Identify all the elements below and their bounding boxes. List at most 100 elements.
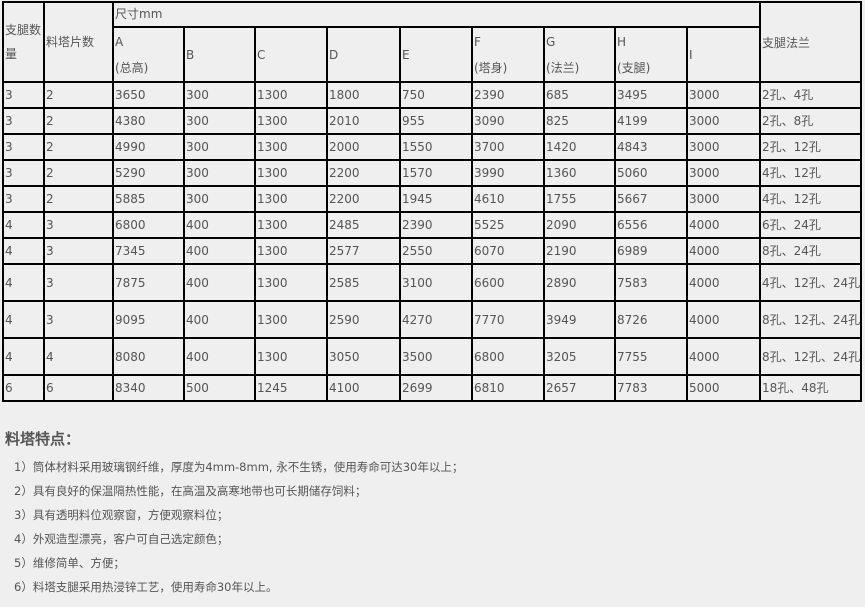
table-cell: 1360	[543, 159, 616, 187]
table-cell: 1300	[254, 237, 328, 265]
table-cell: 2550	[399, 237, 473, 265]
table-cell: 825	[543, 107, 616, 135]
table-cell: 300	[183, 159, 256, 187]
table-cell: 1570	[399, 159, 473, 187]
table-row: 4 3 9095 400 1300 2590 4270 7770 3949 8726 4000 8孔、…	[2, 300, 863, 339]
table-cell: 4孔、12孔	[758, 159, 863, 187]
table-cell: 2590	[326, 300, 401, 339]
table-cell: 3000	[686, 133, 761, 161]
table-cell: 5060	[614, 159, 688, 187]
table-cell: 2	[43, 107, 114, 135]
table-cell: 3	[2, 81, 45, 109]
table-cell: 2890	[543, 263, 616, 302]
table-cell: 4380	[112, 107, 185, 135]
col-label: F	[474, 34, 481, 49]
table-cell: 1300	[254, 107, 328, 135]
table-cell: 400	[183, 300, 256, 339]
feature-item: 3）具有透明料位观察窗，方便观察料位；	[14, 508, 229, 522]
table-cell: 6556	[614, 211, 688, 239]
header-col-i: I	[686, 26, 761, 83]
col-label: G	[546, 34, 556, 49]
table-cell: 6	[43, 374, 114, 402]
table-cell: 1550	[399, 133, 473, 161]
table-cell: 3990	[471, 159, 545, 187]
table-cell: 3205	[543, 337, 616, 376]
table-cell: 7783	[614, 374, 688, 402]
table-cell: 3000	[686, 185, 761, 213]
table-cell: 6800	[112, 211, 185, 239]
table-cell: 8340	[112, 374, 185, 402]
table-row: 6 6 8340 500 1245 4100 2699 6810 2657 7783 5000 18孔…	[2, 374, 863, 402]
table-cell: 4000	[686, 337, 761, 376]
table-cell: 1300	[254, 211, 328, 239]
header-size: 尺寸mm	[112, 1, 761, 28]
feature-item: 4）外观造型漂亮，客户可自己选定颜色；	[14, 532, 229, 546]
col-sublabel: (支腿)	[617, 60, 651, 75]
table-cell: 18孔、48孔	[758, 374, 863, 402]
header-legs: 支腿数量	[2, 1, 45, 83]
table-cell: 3	[2, 185, 45, 213]
table-cell: 2390	[399, 211, 473, 239]
table-cell: 400	[183, 211, 256, 239]
table-cell: 300	[183, 107, 256, 135]
table-cell: 2	[43, 159, 114, 187]
col-label: E	[402, 47, 410, 62]
table-cell: 6	[2, 374, 45, 402]
table-cell: 9095	[112, 300, 185, 339]
table-cell: 3	[43, 237, 114, 265]
features-title: 料塔特点：	[5, 430, 81, 448]
table-row: 3 2 5885 300 1300 2200 1945 4610 1755 5667 3000 4孔、…	[2, 185, 863, 213]
table-cell: 6600	[471, 263, 545, 302]
table-cell: 5525	[471, 211, 545, 239]
table-cell: 4孔、12孔、24孔	[758, 263, 863, 302]
table-cell: 3949	[543, 300, 616, 339]
table-cell: 2090	[543, 211, 616, 239]
table-row: 4 3 7875 400 1300 2585 3100 6600 2890 7583 4000 4孔、…	[2, 263, 863, 302]
header-col-c: C	[254, 26, 328, 83]
table-cell: 8080	[112, 337, 185, 376]
feature-item: 1）筒体材料采用玻璃钢纤维，厚度为4mm-8mm, 永不生锈，使用寿命可达30年…	[14, 460, 464, 474]
table-cell: 2孔、12孔	[758, 133, 863, 161]
table-cell: 5000	[686, 374, 761, 402]
table-cell: 500	[183, 374, 256, 402]
table-row: 4 3 6800 400 1300 2485 2390 5525 2090 6556 4000 6孔、…	[2, 211, 863, 239]
table-cell: 4610	[471, 185, 545, 213]
table-cell: 3	[43, 211, 114, 239]
feature-item: 6）料塔支腿采用热浸锌工艺，使用寿命30年以上。	[14, 580, 278, 594]
table-cell: 4	[2, 337, 45, 376]
table-cell: 5885	[112, 185, 185, 213]
table-cell: 1420	[543, 133, 616, 161]
header-col-d: D	[326, 26, 401, 83]
col-label: B	[186, 47, 195, 62]
table-row: 3 2 3650 300 1300 1800 750 2390 685 3495 3000 2孔、4孔	[2, 81, 863, 109]
table-cell: 2	[43, 81, 114, 109]
table-cell: 4	[2, 300, 45, 339]
table-cell: 6800	[471, 337, 545, 376]
table-cell: 3500	[399, 337, 473, 376]
table-cell: 2657	[543, 374, 616, 402]
col-label: D	[329, 47, 339, 62]
table-cell: 2孔、8孔	[758, 107, 863, 135]
table-cell: 5290	[112, 159, 185, 187]
col-sublabel: (法兰)	[546, 60, 580, 75]
table-cell: 4000	[686, 211, 761, 239]
table-cell: 6070	[471, 237, 545, 265]
col-sublabel: (塔身)	[474, 60, 508, 75]
table-cell: 1300	[254, 185, 328, 213]
header-col-f: F (塔身)	[471, 26, 545, 83]
table-cell: 3	[2, 107, 45, 135]
table-cell: 2485	[326, 211, 401, 239]
table-row: 3 2 5290 300 1300 2200 1570 3990 1360 5060 3000 4孔、…	[2, 159, 863, 187]
table-cell: 2000	[326, 133, 401, 161]
table-cell: 7770	[471, 300, 545, 339]
table-cell: 1755	[543, 185, 616, 213]
table-cell: 4990	[112, 133, 185, 161]
table-cell: 3650	[112, 81, 185, 109]
table-cell: 1300	[254, 133, 328, 161]
table-cell: 4孔、12孔	[758, 185, 863, 213]
table-cell: 2200	[326, 159, 401, 187]
table-cell: 4	[2, 263, 45, 302]
table-cell: 3000	[686, 159, 761, 187]
table-cell: 1300	[254, 337, 328, 376]
table-cell: 6孔、24孔	[758, 211, 863, 239]
